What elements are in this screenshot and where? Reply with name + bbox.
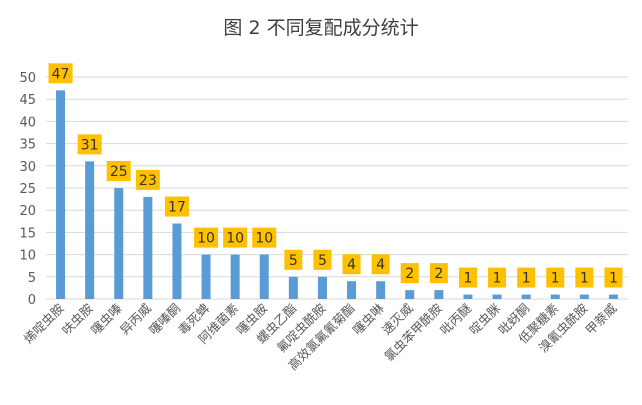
data-label-box <box>77 134 102 155</box>
bar <box>114 188 124 299</box>
data-labels: 47 31 25 23 17 10 10 10 5 5 4 4 2 2 1 1 1 1 1 1 <box>48 63 623 288</box>
bar <box>492 294 502 299</box>
data-label-box <box>164 196 189 217</box>
x-tick-label: 甲萘威 <box>582 300 619 337</box>
bar <box>56 90 66 299</box>
x-axis-ticks: 烯啶虫胺呋虫胺噻虫嗪异丙威噻嗪酮毒死蜱阿维菌素噻虫胺螺虫乙酯氟啶虫酰胺高效氯氟氰… <box>21 300 620 373</box>
data-label-box <box>546 267 565 288</box>
data-label-box <box>429 263 448 284</box>
x-tick-label: 噻虫啉 <box>350 300 387 337</box>
data-label: 1 <box>551 271 560 287</box>
bar <box>434 290 444 299</box>
data-label: 5 <box>318 253 327 269</box>
bar <box>259 254 269 299</box>
data-label: 25 <box>110 164 128 180</box>
bar <box>463 294 473 299</box>
data-label-box <box>604 267 623 288</box>
y-tick-label: 40 <box>19 115 36 130</box>
data-label-box <box>252 227 277 248</box>
data-label-box <box>313 249 332 270</box>
x-tick-label: 噻虫嗪 <box>88 300 125 337</box>
x-tick-label: 呋虫胺 <box>59 301 96 338</box>
bar <box>317 276 327 299</box>
data-label-box <box>135 169 160 190</box>
y-tick-label: 0 <box>28 293 36 308</box>
bar <box>288 276 298 299</box>
bar <box>201 254 211 299</box>
y-tick-label: 30 <box>19 160 36 175</box>
data-label-box <box>458 267 477 288</box>
bar <box>376 281 386 299</box>
bar <box>85 161 95 299</box>
data-label-box <box>488 267 507 288</box>
y-axis-ticks: 0 5 10 15 20 25 30 35 40 45 50 <box>19 71 36 308</box>
bar <box>347 281 357 299</box>
y-tick-label: 5 <box>28 271 36 286</box>
bar <box>143 196 153 299</box>
data-label-box <box>48 63 73 84</box>
bar <box>172 223 182 299</box>
data-label-box <box>517 267 536 288</box>
data-label: 1 <box>609 271 618 287</box>
data-label: 4 <box>376 257 385 273</box>
data-label: 1 <box>493 271 502 287</box>
y-tick-label: 25 <box>19 182 36 197</box>
data-label: 1 <box>522 271 531 287</box>
data-label: 10 <box>226 231 244 247</box>
data-label: 31 <box>81 137 99 153</box>
y-tick-label: 15 <box>19 226 36 241</box>
data-label: 1 <box>580 271 589 287</box>
data-label-box <box>575 267 594 288</box>
data-label-box <box>106 161 131 181</box>
gridlines <box>46 76 628 300</box>
y-tick-label: 50 <box>19 71 36 86</box>
bar <box>608 294 618 299</box>
data-label: 47 <box>52 66 70 82</box>
data-label: 23 <box>139 173 157 189</box>
data-label: 10 <box>255 231 273 247</box>
data-label: 17 <box>168 200 186 216</box>
data-label: 2 <box>434 266 443 282</box>
chart-title: 图 2 不同复配成分统计 <box>223 17 418 39</box>
bars <box>56 90 618 299</box>
x-tick-label: 异丙威 <box>117 300 154 337</box>
data-label-box <box>342 254 361 275</box>
y-tick-label: 10 <box>19 249 36 264</box>
bar <box>550 294 560 299</box>
data-label-box <box>284 249 303 270</box>
bar <box>579 294 589 299</box>
data-label: 10 <box>197 231 215 247</box>
x-tick-label: 吡丙醚 <box>437 300 474 337</box>
bar <box>521 294 531 299</box>
data-label: 4 <box>347 257 356 273</box>
y-tick-label: 20 <box>19 204 36 219</box>
data-label-box <box>400 263 419 284</box>
bar <box>230 254 240 299</box>
y-tick-label: 35 <box>19 138 36 153</box>
bar <box>405 290 415 299</box>
data-label: 2 <box>405 266 414 282</box>
data-label: 1 <box>463 271 472 287</box>
data-label-box <box>371 254 390 275</box>
x-tick-label: 噻嗪酮 <box>146 301 183 338</box>
x-tick-label: 啶虫脒 <box>466 300 503 337</box>
data-label: 5 <box>289 253 298 269</box>
data-label-box <box>194 227 219 248</box>
data-label-box <box>223 227 248 248</box>
y-tick-label: 45 <box>19 93 36 108</box>
